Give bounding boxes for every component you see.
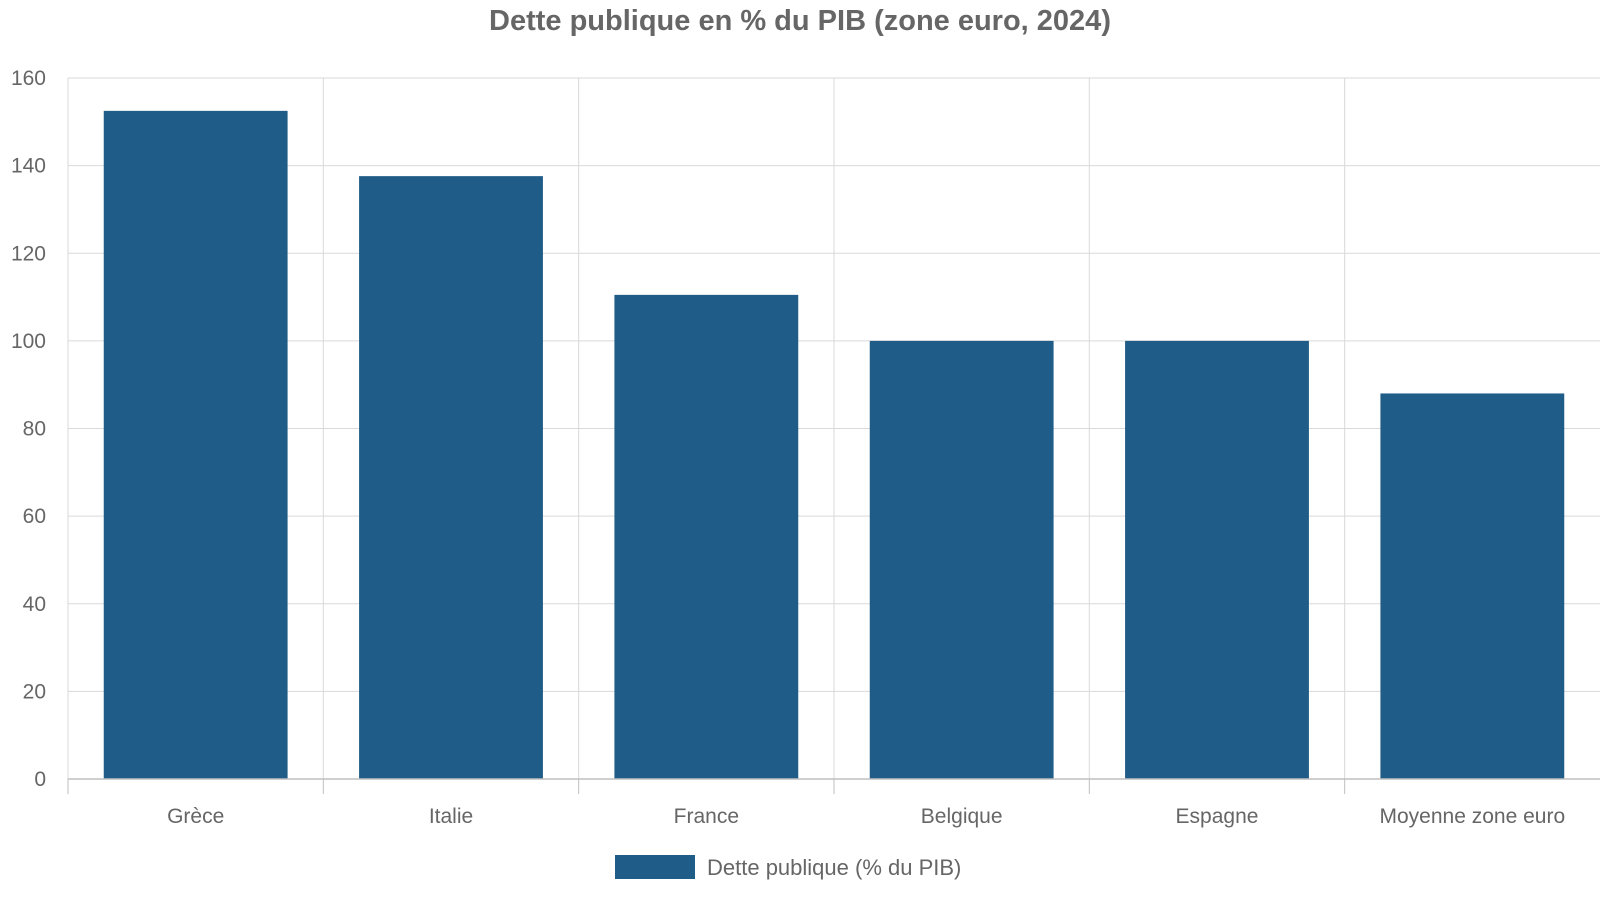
bar <box>103 110 288 779</box>
axes: 0 20 40 60 80 100 120 140 160 Grèce Italie France Be… <box>11 67 1600 828</box>
x-tick-label: Italie <box>429 805 473 828</box>
y-tick-label: 40 <box>23 593 46 616</box>
y-tick-label: 80 <box>23 418 46 441</box>
legend-label: Dette publique (% du PIB) <box>707 855 961 880</box>
y-tick-label: 140 <box>11 155 46 178</box>
y-tick-label: 0 <box>34 768 46 791</box>
y-tick-label: 60 <box>23 505 46 528</box>
y-tick-label: 160 <box>11 67 46 90</box>
x-tick-label: France <box>674 805 739 828</box>
chart-title: Dette publique en % du PIB (zone euro, 2… <box>489 5 1111 37</box>
bars <box>103 110 1565 779</box>
legend-swatch <box>615 855 695 879</box>
bar <box>359 176 543 779</box>
y-tick-label: 120 <box>11 242 46 265</box>
bar <box>1125 340 1309 779</box>
grid-lines <box>68 77 1600 779</box>
bar <box>869 340 1054 779</box>
bar <box>614 294 799 779</box>
bar <box>1380 393 1565 779</box>
x-tick-label: Grèce <box>167 805 224 828</box>
y-tick-label: 100 <box>11 330 46 353</box>
x-tick-label: Moyenne zone euro <box>1380 805 1566 828</box>
x-tick-label: Espagne <box>1176 805 1259 828</box>
y-tick-label: 20 <box>23 680 46 703</box>
legend: Dette publique (% du PIB) <box>615 855 961 880</box>
x-tick-label: Belgique <box>921 805 1003 828</box>
